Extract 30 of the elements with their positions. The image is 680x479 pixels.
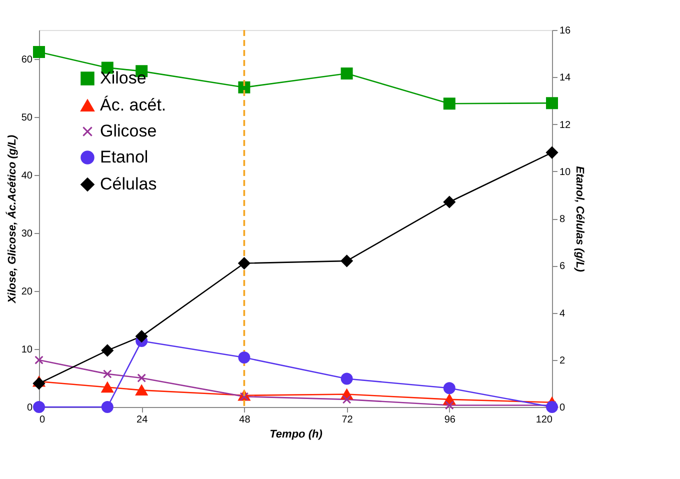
y2-tick-label: 8 (560, 214, 566, 225)
y-tick-label: 0 (26, 402, 33, 414)
y2-tick-label: 10 (560, 166, 572, 178)
y-tick-label: 50 (21, 112, 33, 124)
y-tick-label: 20 (21, 286, 33, 298)
y2-tick-label: 16 (560, 26, 572, 36)
legend-label: Ác. acét. (100, 96, 166, 114)
y-tick-label: 60 (21, 54, 33, 66)
x-tick-label: 72 (342, 414, 354, 426)
y2-tick-label: 2 (560, 355, 566, 366)
legend-label: Xilose (100, 68, 146, 88)
x-tick-label: 120 (536, 414, 553, 426)
legend-label: Etanol (100, 148, 148, 166)
x-axis-title: Tempo (h) (270, 428, 323, 440)
legend-label: Glicose (100, 122, 157, 140)
y2-tick-label: 12 (560, 120, 572, 131)
y2-tick-label: 0 (560, 402, 566, 414)
x-tick-label: 24 (136, 414, 148, 426)
x-tick-label: 48 (239, 414, 251, 426)
legend-label: Células (100, 174, 157, 194)
y2-axis-title: Etanol, Células (g/L) (574, 166, 586, 272)
x-tick-label: 0 (40, 414, 46, 426)
y2-tick-label: 6 (560, 261, 566, 272)
y-tick-label: 30 (21, 228, 33, 240)
y-tick-label: 40 (21, 170, 33, 182)
y2-tick-label: 4 (560, 308, 566, 320)
y-tick-label: 10 (21, 344, 33, 356)
y-axis-title: Xilose, Glicose, Ác.Acético (g/L) (5, 134, 18, 304)
y2-tick-label: 14 (560, 72, 572, 84)
x-tick-label: 96 (444, 414, 456, 426)
